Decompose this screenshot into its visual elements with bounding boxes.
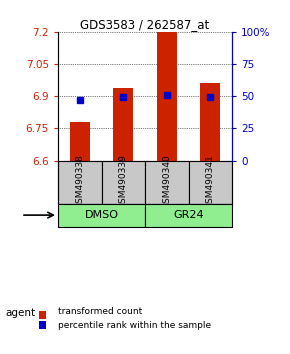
Text: GSM490339: GSM490339 [119, 154, 128, 209]
Bar [58, 204, 145, 227]
Bar [200, 84, 220, 161]
Text: GSM490341: GSM490341 [206, 154, 215, 209]
Text: agent: agent [6, 308, 36, 318]
Bar [70, 122, 90, 161]
Text: GSM490338: GSM490338 [75, 154, 84, 209]
Text: DMSO: DMSO [84, 210, 119, 220]
Text: transformed count: transformed count [58, 307, 142, 316]
Text: GR24: GR24 [173, 210, 204, 220]
Bar [188, 161, 232, 204]
Text: percentile rank within the sample: percentile rank within the sample [58, 321, 211, 330]
Bar [145, 204, 232, 227]
Text: GSM490340: GSM490340 [162, 154, 171, 209]
Bar [157, 32, 177, 161]
Bar [58, 161, 102, 204]
Bar [145, 161, 188, 204]
Bar [102, 161, 145, 204]
Bar [113, 88, 133, 161]
Title: GDS3583 / 262587_at: GDS3583 / 262587_at [80, 18, 210, 31]
